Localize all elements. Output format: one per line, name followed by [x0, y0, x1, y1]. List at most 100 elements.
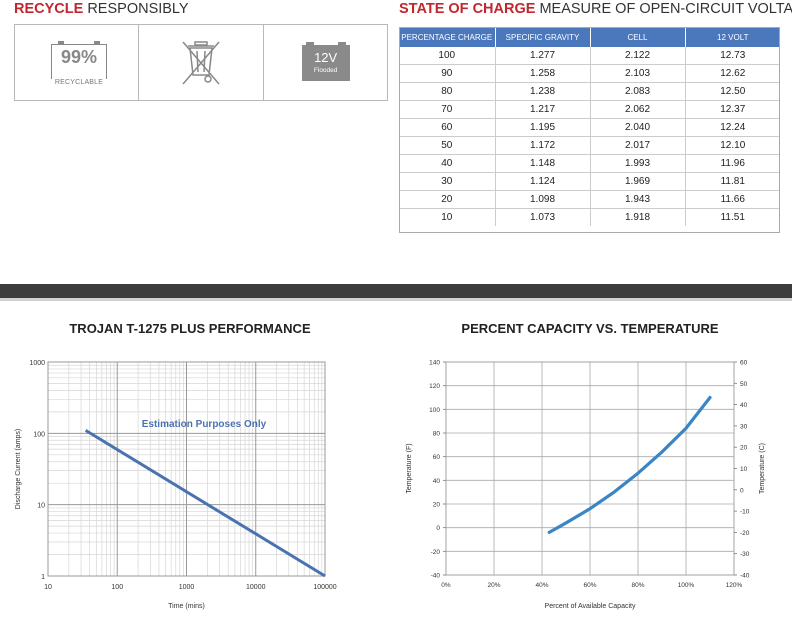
table-cell: 1.098: [495, 190, 591, 209]
recycle-icons-box: 99% RECYCLABLE 12V Flooded: [14, 24, 388, 101]
y-right-tick-label: -30: [740, 551, 750, 558]
table-cell: 1.943: [590, 190, 686, 209]
table-cell: 2.040: [590, 118, 686, 137]
x-tick-label: 0%: [441, 582, 451, 589]
y-tick-label: 100: [429, 407, 440, 414]
disposal-cell: [139, 25, 264, 100]
table-row: 60 1.195 2.040 12.24: [399, 118, 780, 137]
table-cell: 70: [399, 100, 496, 119]
table-cell: 1.238: [495, 82, 591, 101]
table-cell: 1.993: [590, 154, 686, 173]
flooded-battery-icon: 12V Flooded: [301, 42, 350, 81]
recyclable-percent: 99%: [60, 47, 98, 67]
table-cell: 80: [399, 82, 496, 101]
x-tick-label: 100%: [678, 582, 695, 589]
table-cell: 11.51: [720, 212, 745, 223]
table-cell: 2.062: [590, 100, 686, 119]
recyclable-battery-icon: 99% RECYCLABLE: [50, 41, 108, 86]
table-cell: 12.73: [685, 47, 780, 65]
temperature-chart: 0% 20% 40% 60% 80% 100% 120% -40 -20 0 20 40 60 80 100…: [406, 360, 766, 611]
battery-voltage: 12V: [314, 50, 338, 65]
table-cell: 1.969: [590, 172, 686, 191]
temperature-chart-title: PERCENT CAPACITY VS. TEMPERATURE: [461, 321, 719, 336]
y-tick-label: 40: [433, 478, 441, 485]
x-axis-label: Percent of Available Capacity: [545, 603, 636, 610]
y-tick-label: 1: [41, 574, 45, 581]
column-header: PERCENTAGE CHARGE: [399, 27, 496, 47]
x-tick-label: 80%: [631, 582, 644, 589]
x-tick-label: 60%: [583, 582, 596, 589]
table-cell: 60: [399, 118, 496, 137]
table-cell: 1.172: [495, 136, 591, 155]
section-divider-shadow: [0, 298, 792, 301]
x-axis-label: Time (mins): [168, 603, 205, 610]
table-header-row: PERCENTAGE CHARGE SPECIFIC GRAVITY CELL …: [399, 27, 780, 47]
table-row: 20 1.098 1.943 11.66: [399, 190, 780, 209]
x-tick-label: 20%: [487, 582, 500, 589]
table-row: 40 1.148 1.993 11.96: [399, 154, 780, 173]
table-cell: 50: [399, 136, 496, 155]
table-row: 30 1.124 1.969 11.81: [399, 172, 780, 191]
y-tick-label: -40: [431, 573, 441, 580]
y-tick-label: 60: [433, 454, 441, 461]
battery-terminal-left: [58, 41, 64, 45]
y-tick-label: 20: [433, 502, 441, 509]
annotation-label: Estimation Purposes Only: [142, 419, 267, 430]
table-row: 50 1.172 2.017 12.10: [399, 136, 780, 155]
y-right-tick-label: -10: [740, 509, 750, 516]
table-cell: 2.083: [590, 82, 686, 101]
y-tick-label: 1000: [29, 360, 45, 367]
table-row: 90 1.258 2.103 12.62: [399, 64, 780, 83]
x-tick-label: 10: [44, 584, 52, 591]
table-cell: 11.96: [685, 154, 780, 173]
column-header: CELL: [590, 27, 686, 47]
table-cell: 1.195: [495, 118, 591, 137]
table-cell: 40: [399, 154, 496, 173]
series-line: [84, 429, 326, 578]
state-of-charge-heading: STATE OF CHARGE MEASURE OF OPEN-CIRCUIT …: [399, 1, 792, 17]
table-row: 80 1.238 2.083 12.50: [399, 82, 780, 101]
y-tick-label: 100: [33, 431, 45, 438]
y-right-tick-label: 60: [740, 360, 748, 367]
x-tick-label: 120%: [726, 582, 743, 589]
table-row: 70 1.217 2.062 12.37: [399, 100, 780, 119]
table-cell: 2.103: [590, 64, 686, 83]
recycle-heading-rest: RESPONSIBLY: [87, 1, 189, 17]
table-cell: 30: [399, 172, 496, 191]
table-cell: 11.66: [685, 190, 780, 209]
table-cell: 1.918: [590, 208, 686, 226]
x-tick-label: 100000: [313, 584, 336, 591]
performance-chart: 10 100 1000 10000 100000 1 10 100 1000 Time (mins…: [15, 360, 337, 610]
y-tick-label: -20: [431, 549, 441, 556]
battery-type: Flooded: [313, 67, 338, 74]
y-tick-label: 80: [433, 431, 441, 438]
recycle-heading: RECYCLE RESPONSIBLY: [14, 1, 189, 17]
table-cell: 10: [399, 208, 496, 226]
x-tick-label: 40%: [535, 582, 548, 589]
y-axis-label: Discharge Current (amps): [15, 429, 22, 510]
column-header: SPECIFIC GRAVITY: [495, 27, 591, 47]
table-cell: 20: [399, 190, 496, 209]
crossed-out-bin-icon: [182, 41, 220, 85]
y-tick-label: 10: [37, 503, 45, 510]
y-tick-label: 120: [429, 383, 440, 390]
table-cell: 2.017: [590, 136, 686, 155]
y-right-axis-label: Temperature (C): [759, 443, 766, 494]
table-cell: 1.148: [495, 154, 591, 173]
y-right-tick-label: 0: [740, 487, 744, 494]
y-right-tick-label: 30: [740, 423, 748, 430]
y-right-tick-label: 20: [740, 445, 748, 452]
table-cell: 12.50: [685, 82, 780, 101]
series-line: [547, 395, 712, 534]
section-divider: [0, 284, 792, 298]
y-right-tick-label: -40: [740, 573, 750, 580]
table-cell: 1.277: [495, 47, 591, 65]
x-tick-label: 100: [111, 584, 123, 591]
battery-terminal-left: [305, 42, 314, 45]
table-cell: 12.62: [685, 64, 780, 83]
column-header: 12 VOLT: [685, 27, 780, 47]
x-tick-label: 10000: [246, 584, 266, 591]
recycle-heading-strong: RECYCLE: [14, 1, 84, 17]
x-tick-label: 1000: [179, 584, 195, 591]
recyclable-label: RECYCLABLE: [50, 79, 108, 86]
